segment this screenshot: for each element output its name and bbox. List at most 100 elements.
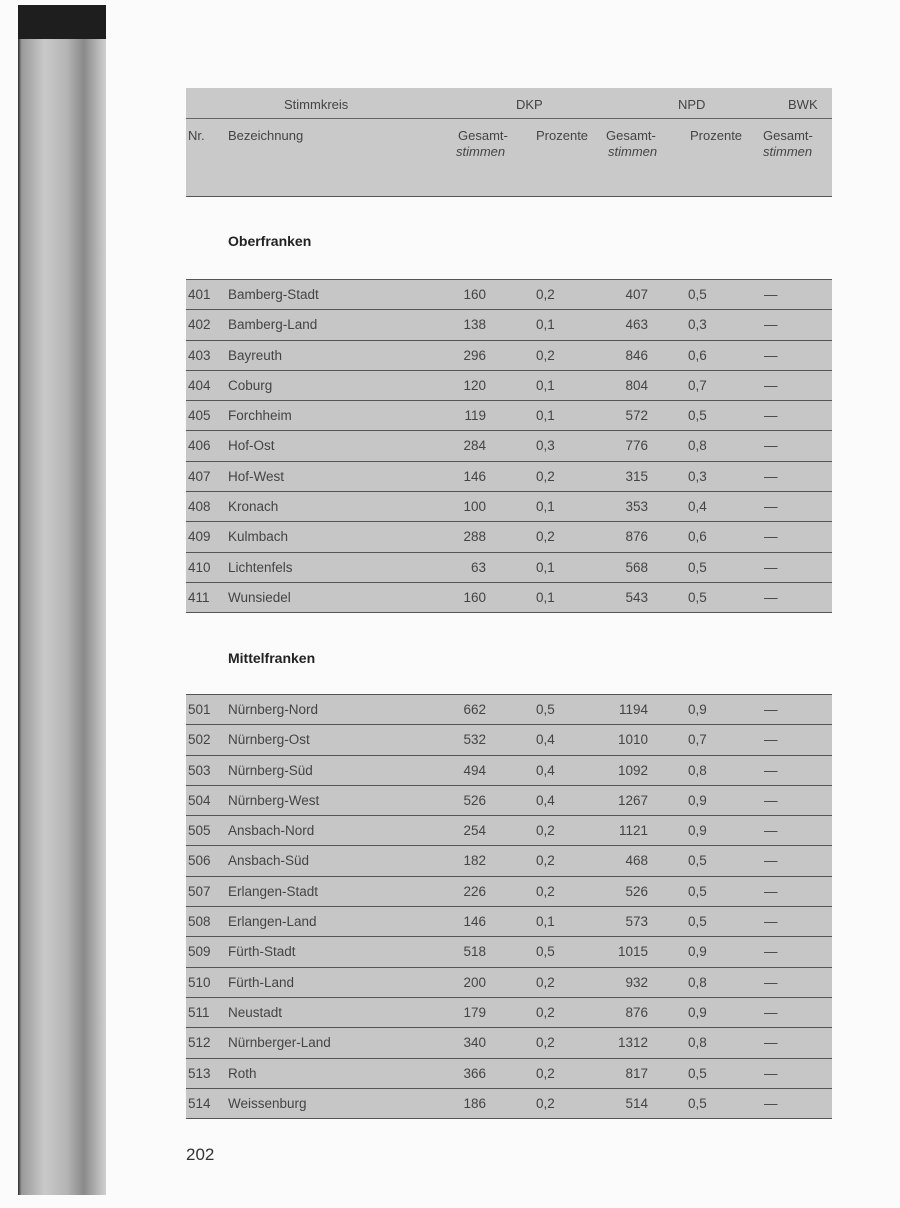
- cell-bezeichnung: Ansbach-Nord: [228, 823, 315, 839]
- cell-nr: 501: [188, 702, 211, 717]
- cell-dkp-gesamt: 662: [463, 702, 486, 717]
- cell-bwk-gesamt: —: [764, 792, 778, 808]
- cell-dkp-gesamt: 200: [463, 974, 486, 990]
- table-row: 512 Nürnberger-Land 340 0,2 1312 0,8 —: [186, 1027, 832, 1058]
- cell-npd-gesamt: 876: [625, 529, 648, 545]
- cell-npd-prozente: 0,3: [688, 317, 707, 333]
- table-row: 507 Erlangen-Stadt 226 0,2 526 0,5 —: [186, 875, 832, 907]
- cell-npd-prozente: 0,5: [688, 589, 707, 605]
- cell-nr: 410: [188, 559, 211, 575]
- cell-npd-prozente: 0,5: [688, 559, 707, 575]
- cell-npd-gesamt: 846: [625, 347, 648, 363]
- table-row: 404 Coburg 120 0,1 804 0,7 —: [186, 369, 832, 401]
- cell-bezeichnung: Kulmbach: [228, 529, 289, 545]
- cell-dkp-gesamt: 518: [463, 944, 486, 960]
- table-row: 401 Bamberg-Stadt 160 0,2 407 0,5 —: [186, 279, 832, 310]
- cell-dkp-prozente: 0,5: [536, 944, 555, 960]
- cell-nr: 502: [188, 732, 211, 748]
- cell-nr: 513: [188, 1065, 211, 1081]
- cell-nr: 402: [188, 317, 211, 333]
- cell-nr: 409: [188, 529, 211, 545]
- cell-npd-gesamt: 526: [625, 883, 648, 899]
- table-header: Stimmkreis DKP NPD BWK Nr. Bezeichnung G…: [186, 88, 832, 197]
- cell-bezeichnung: Hof-West: [228, 468, 285, 484]
- table-row: 411 Wunsiedel 160 0,1 543 0,5 —: [186, 581, 832, 614]
- cell-dkp-prozente: 0,4: [536, 792, 555, 808]
- cell-bwk-gesamt: —: [764, 1035, 778, 1051]
- cell-npd-gesamt: 1267: [617, 792, 648, 808]
- table-row: 508 Erlangen-Land 146 0,1 573 0,5 —: [186, 906, 832, 937]
- cell-dkp-prozente: 0,5: [536, 702, 555, 717]
- cell-bezeichnung: Neustadt: [228, 1004, 283, 1020]
- cell-npd-gesamt: 353: [625, 499, 648, 515]
- cell-dkp-gesamt: 288: [463, 529, 486, 545]
- table-row: 510 Fürth-Land 200 0,2 932 0,8 —: [186, 966, 832, 997]
- cell-dkp-gesamt: 226: [463, 883, 486, 899]
- cell-bwk-gesamt: —: [764, 589, 778, 605]
- table-row: 502 Nürnberg-Ost 532 0,4 1010 0,7 —: [186, 724, 832, 755]
- table-row: 503 Nürnberg-Süd 494 0,4 1092 0,8 —: [186, 754, 832, 785]
- cell-dkp-gesamt: 494: [463, 762, 486, 778]
- cell-bwk-gesamt: —: [764, 377, 778, 393]
- cell-nr: 514: [188, 1095, 211, 1111]
- cell-dkp-prozente: 0,2: [536, 468, 555, 484]
- header-stimmkreis: Stimmkreis: [284, 97, 349, 112]
- cell-bwk-gesamt: —: [764, 347, 778, 363]
- cell-npd-prozente: 0,5: [688, 1065, 707, 1081]
- cell-bezeichnung: Nürnberg-Süd: [228, 762, 313, 778]
- cell-npd-gesamt: 776: [625, 438, 648, 454]
- cell-bezeichnung: Erlangen-Land: [228, 914, 317, 930]
- cell-bezeichnung: Hof-Ost: [228, 438, 275, 454]
- cell-bwk-gesamt: —: [764, 1095, 778, 1111]
- cell-dkp-gesamt: 179: [463, 1004, 486, 1020]
- cell-npd-prozente: 0,5: [688, 914, 707, 930]
- cell-dkp-gesamt: 100: [463, 499, 486, 515]
- cell-bwk-gesamt: —: [764, 823, 778, 839]
- cell-nr: 405: [188, 408, 211, 424]
- header-divider: [186, 118, 832, 119]
- table-mittelfranken: 501 Nürnberg-Nord 662 0,5 1194 0,9 — 502 Nürnber…: [186, 694, 832, 1120]
- cell-bezeichnung: Bamberg-Stadt: [228, 287, 319, 302]
- table-row: 509 Fürth-Stadt 518 0,5 1015 0,9 —: [186, 936, 832, 967]
- cell-npd-gesamt: 573: [625, 914, 648, 930]
- header-stimmen-dkp: stimmen: [456, 144, 506, 159]
- cell-dkp-prozente: 0,1: [536, 377, 555, 393]
- table-oberfranken: 401 Bamberg-Stadt 160 0,2 407 0,5 — 402 Bamberg-…: [186, 279, 832, 614]
- cell-dkp-gesamt: 296: [463, 347, 486, 363]
- cell-bwk-gesamt: —: [764, 317, 778, 333]
- cell-dkp-gesamt: 526: [463, 792, 486, 808]
- cell-bezeichnung: Nürnberg-Ost: [228, 732, 310, 748]
- cell-npd-gesamt: 315: [625, 468, 648, 484]
- cell-dkp-prozente: 0,2: [536, 347, 555, 363]
- cell-npd-prozente: 0,7: [688, 732, 707, 748]
- header-dkp: DKP: [516, 97, 543, 112]
- cell-npd-gesamt: 514: [625, 1095, 648, 1111]
- cell-bezeichnung: Lichtenfels: [228, 559, 293, 575]
- table-row: 410 Lichtenfels 63 0,1 568 0,5 —: [186, 551, 832, 582]
- header-bezeichnung: Bezeichnung: [228, 128, 304, 143]
- cell-bezeichnung: Fürth-Stadt: [228, 944, 296, 960]
- cell-bezeichnung: Coburg: [228, 377, 273, 393]
- cell-npd-gesamt: 1010: [617, 732, 648, 748]
- header-gesamt-dkp: Gesamt-: [458, 128, 508, 143]
- cell-npd-gesamt: 932: [625, 974, 648, 990]
- cell-nr: 411: [188, 589, 210, 605]
- cell-dkp-prozente: 0,2: [536, 529, 555, 545]
- header-bwk: BWK: [788, 97, 818, 112]
- cell-npd-prozente: 0,9: [688, 702, 707, 717]
- cell-dkp-gesamt: 182: [463, 853, 486, 869]
- cell-dkp-gesamt: 254: [463, 823, 486, 839]
- cell-dkp-prozente: 0,1: [536, 559, 555, 575]
- page-number: 202: [186, 1145, 215, 1164]
- book-page-edge: [18, 5, 106, 1195]
- cell-bwk-gesamt: —: [764, 702, 778, 717]
- cell-dkp-prozente: 0,2: [536, 1035, 555, 1051]
- cell-bezeichnung: Weissenburg: [228, 1095, 307, 1111]
- cell-dkp-prozente: 0,1: [536, 499, 555, 515]
- cell-dkp-gesamt: 119: [464, 408, 486, 424]
- cell-bwk-gesamt: —: [764, 468, 778, 484]
- cell-dkp-prozente: 0,4: [536, 762, 555, 778]
- cell-dkp-prozente: 0,2: [536, 1065, 555, 1081]
- cell-dkp-gesamt: 340: [463, 1035, 486, 1051]
- cell-dkp-prozente: 0,2: [536, 853, 555, 869]
